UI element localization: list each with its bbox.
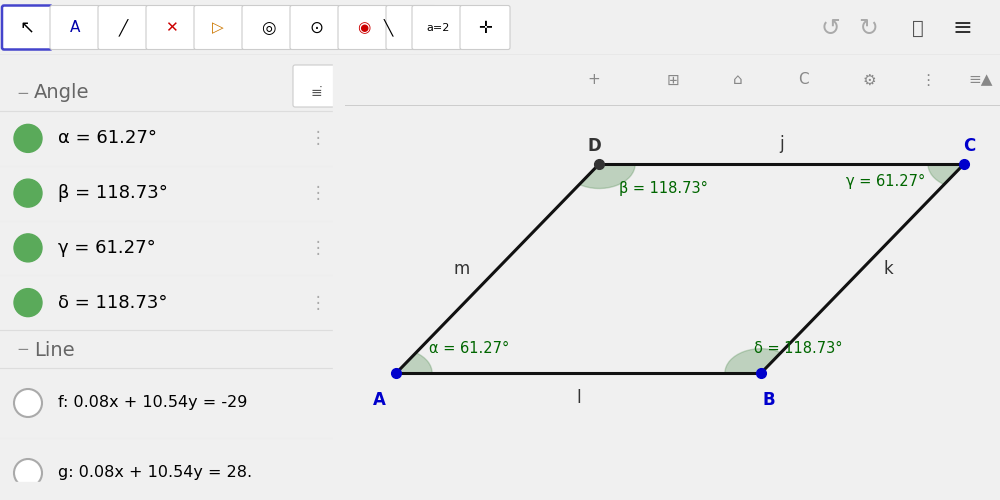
Wedge shape [579, 164, 635, 188]
Text: γ = 61.27°: γ = 61.27° [846, 174, 925, 190]
Text: Line: Line [34, 340, 75, 359]
Text: ≡▲: ≡▲ [968, 72, 993, 88]
Wedge shape [396, 352, 432, 373]
Bar [333, 55, 345, 500]
Text: ⋮: ⋮ [310, 130, 326, 148]
Text: C: C [798, 72, 809, 88]
Text: ✛: ✛ [478, 19, 492, 37]
Text: m: m [453, 260, 470, 278]
Circle shape [14, 124, 42, 152]
Circle shape [14, 288, 42, 316]
Text: ↖: ↖ [19, 19, 35, 37]
Text: ⋮: ⋮ [310, 239, 326, 257]
Text: C: C [963, 137, 975, 155]
FancyBboxPatch shape [293, 65, 339, 107]
Text: −: − [16, 86, 29, 100]
FancyBboxPatch shape [50, 6, 100, 50]
Text: ≡͘: ≡͘ [310, 86, 322, 100]
FancyBboxPatch shape [3, 483, 43, 499]
Text: ╱: ╱ [118, 19, 128, 37]
Circle shape [14, 179, 42, 207]
Text: β = 118.73°: β = 118.73° [619, 181, 708, 196]
Text: ⋮: ⋮ [310, 294, 326, 312]
FancyBboxPatch shape [242, 6, 292, 50]
FancyBboxPatch shape [338, 6, 388, 50]
Text: α = 61.27°: α = 61.27° [58, 130, 157, 148]
Text: ◉: ◉ [357, 20, 371, 36]
FancyBboxPatch shape [386, 6, 436, 50]
Text: l: l [576, 388, 581, 406]
Text: δ = 118.73°: δ = 118.73° [754, 341, 843, 356]
FancyBboxPatch shape [98, 6, 148, 50]
Text: A: A [70, 20, 80, 36]
Circle shape [14, 459, 42, 487]
FancyBboxPatch shape [194, 6, 244, 50]
Text: ⋮: ⋮ [920, 72, 936, 88]
Bar [0, 482, 345, 500]
Text: α = 61.27°: α = 61.27° [429, 341, 509, 356]
Wedge shape [725, 348, 781, 373]
Text: β = 118.73°: β = 118.73° [58, 184, 168, 202]
FancyBboxPatch shape [2, 6, 52, 50]
Circle shape [14, 234, 42, 262]
Text: ⊙: ⊙ [309, 19, 323, 37]
Text: j: j [779, 135, 784, 153]
Text: ✕: ✕ [165, 20, 177, 36]
Text: δ = 118.73°: δ = 118.73° [58, 294, 168, 312]
Text: ⌂: ⌂ [733, 72, 743, 88]
Text: ↻: ↻ [858, 16, 878, 40]
Text: ╲: ╲ [383, 19, 393, 37]
FancyBboxPatch shape [146, 6, 196, 50]
Text: −: − [16, 342, 29, 357]
Text: 🔍: 🔍 [912, 18, 924, 38]
Text: g: 0.08x + 10.54y = 28.: g: 0.08x + 10.54y = 28. [58, 466, 252, 480]
Text: k: k [884, 260, 894, 278]
Text: ▶: ▶ [321, 486, 329, 496]
Text: +: + [588, 72, 600, 88]
Text: D: D [587, 137, 601, 155]
FancyBboxPatch shape [290, 6, 340, 50]
Text: ◎: ◎ [261, 19, 275, 37]
Text: ↺: ↺ [820, 16, 840, 40]
Text: ≡: ≡ [952, 16, 972, 40]
Text: ▷: ▷ [212, 20, 224, 36]
Text: Angle: Angle [34, 84, 90, 102]
Text: A: A [373, 391, 386, 409]
Text: f: 0.08x + 10.54y = -29: f: 0.08x + 10.54y = -29 [58, 396, 247, 410]
Text: ⌨: ⌨ [16, 486, 30, 496]
FancyBboxPatch shape [412, 6, 462, 50]
Circle shape [14, 389, 42, 417]
FancyBboxPatch shape [460, 6, 510, 50]
Text: a=2: a=2 [426, 23, 450, 33]
Text: B: B [762, 391, 775, 409]
Text: ⚙: ⚙ [862, 72, 876, 88]
FancyBboxPatch shape [333, 188, 345, 256]
Wedge shape [928, 164, 964, 184]
Text: ⋮: ⋮ [310, 184, 326, 202]
Text: γ = 61.27°: γ = 61.27° [58, 239, 156, 257]
Text: ⊞: ⊞ [666, 72, 679, 88]
